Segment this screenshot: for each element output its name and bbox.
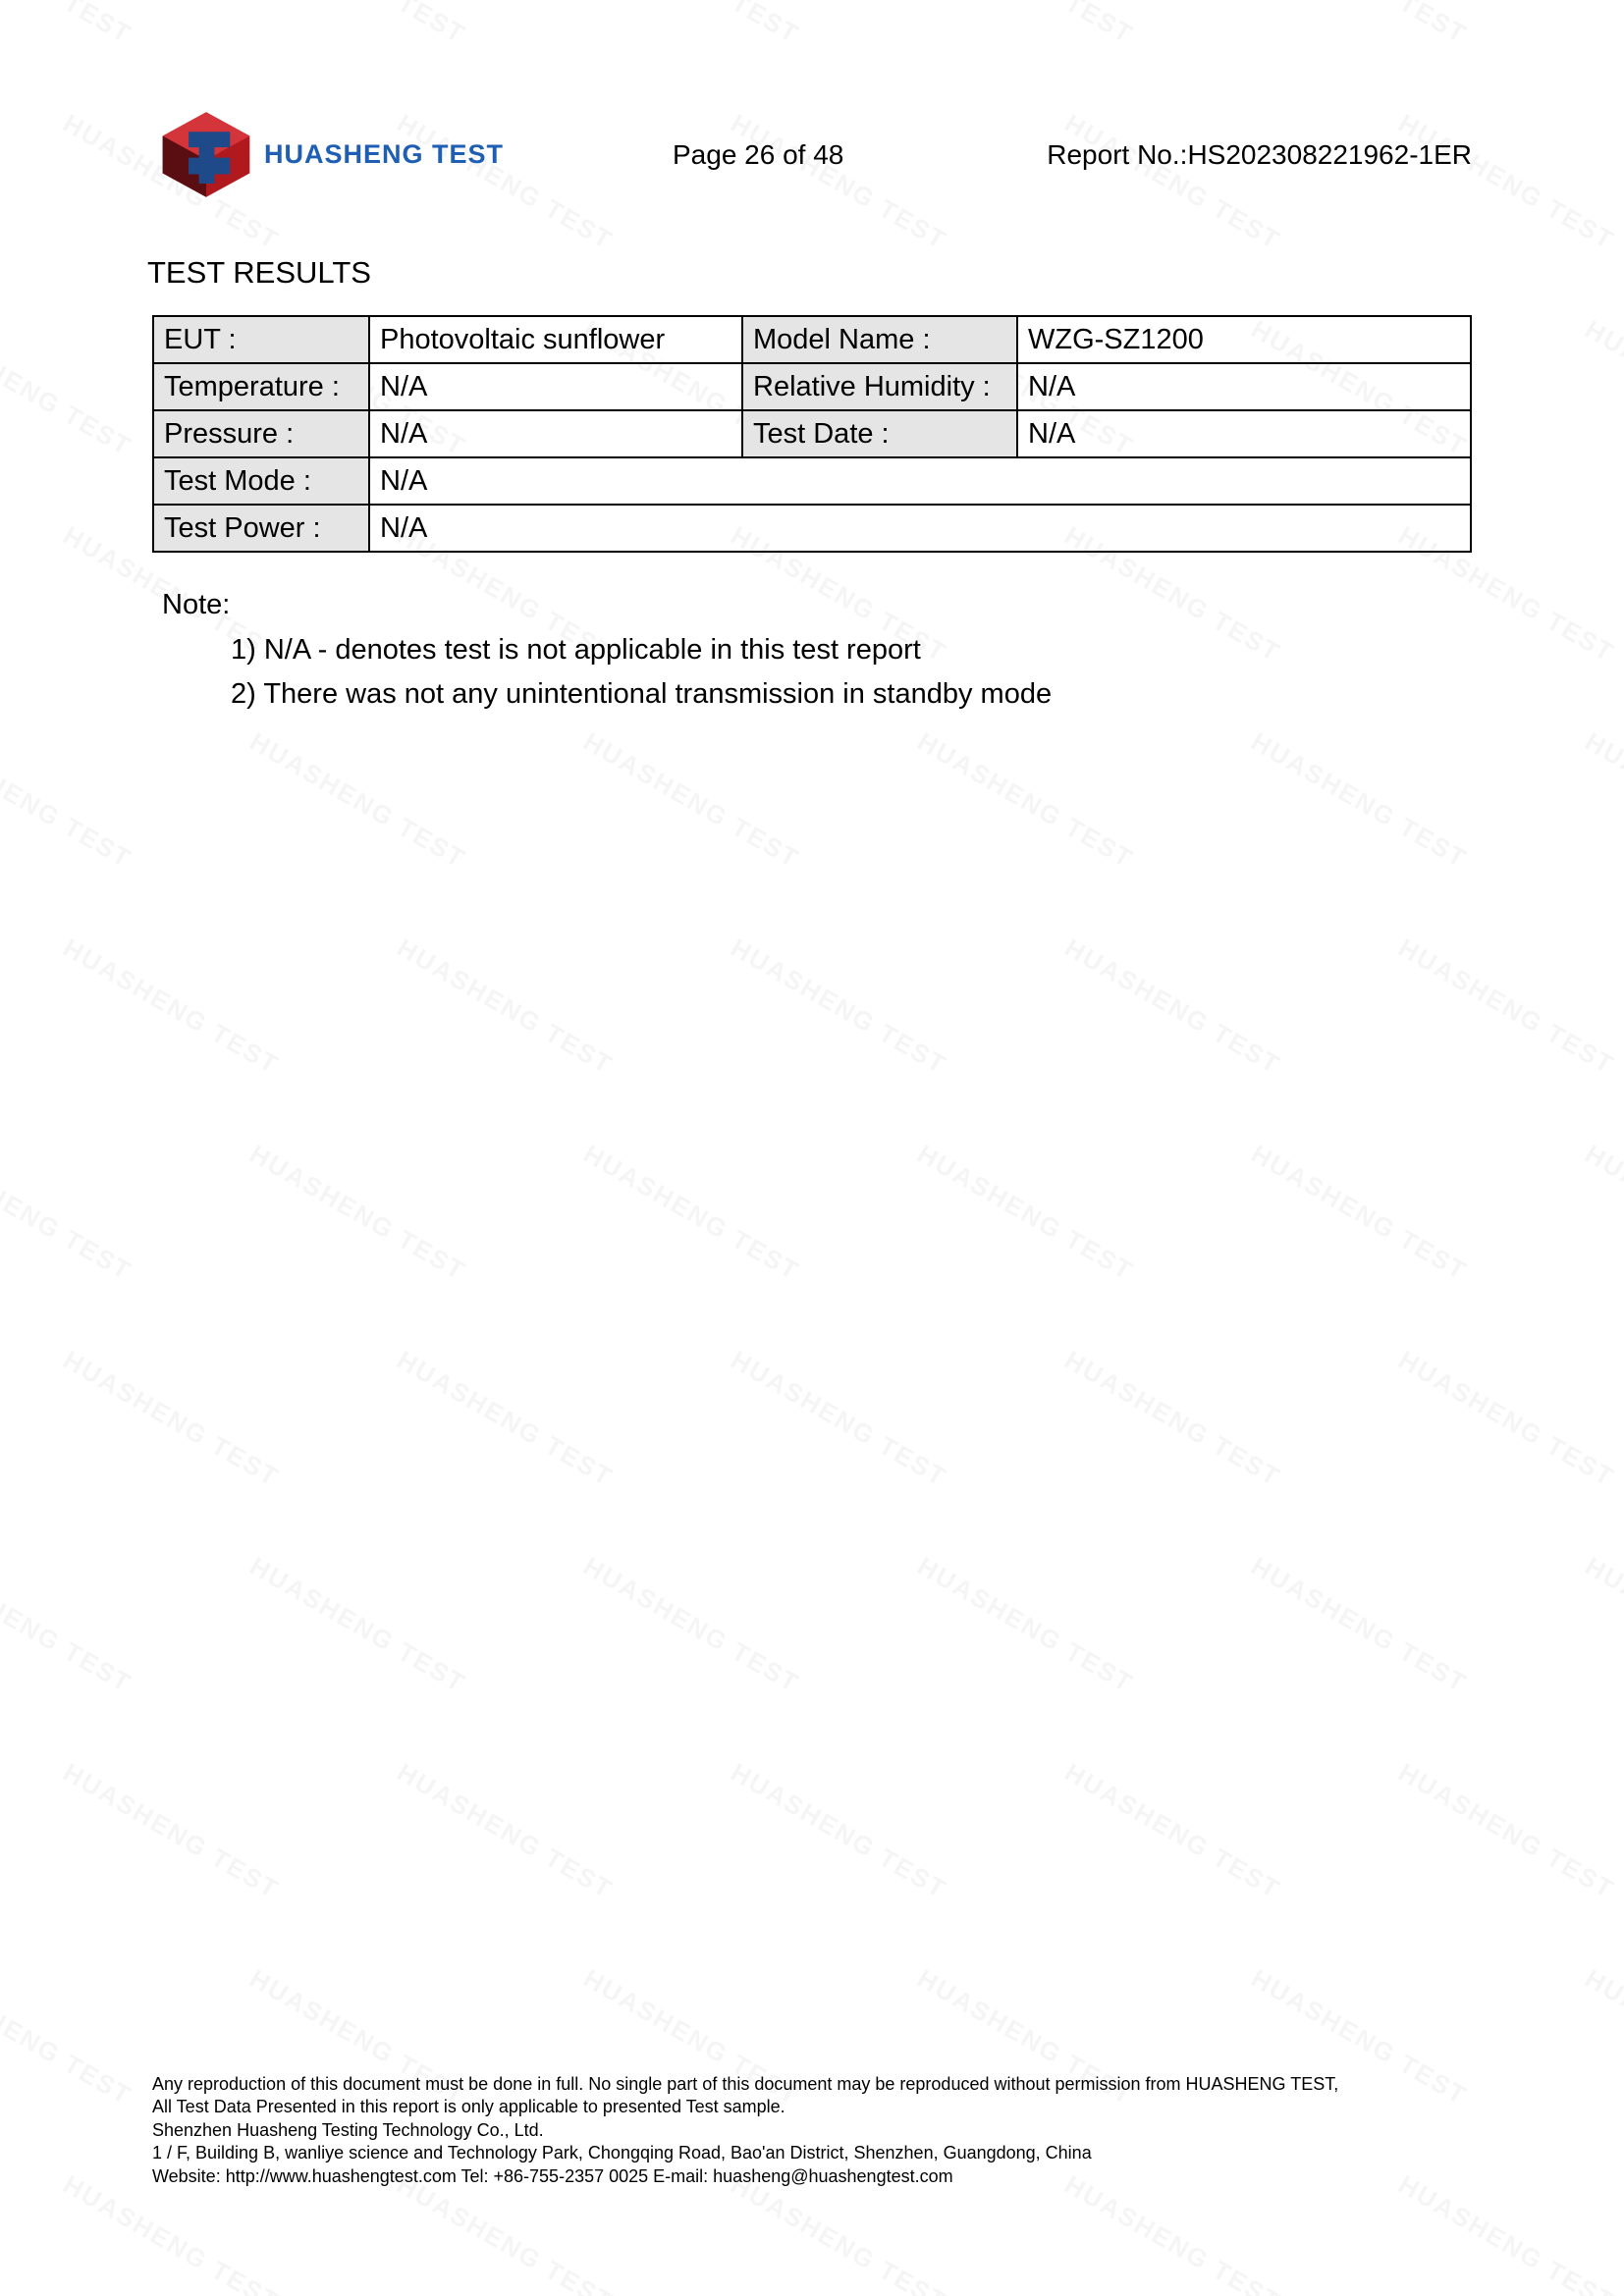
footer-line: All Test Data Presented in this report i… [152, 2096, 1472, 2118]
table-value: WZG-SZ1200 [1017, 316, 1471, 363]
section-title: TEST RESULTS [147, 255, 1472, 291]
table-row: Pressure :N/ATest Date :N/A [153, 410, 1471, 457]
table-label: Test Date : [742, 410, 1017, 457]
table-label: EUT : [153, 316, 369, 363]
page-number: Page 26 of 48 [673, 139, 843, 171]
note-item: 2) There was not any unintentional trans… [231, 673, 1472, 717]
table-label: Temperature : [153, 363, 369, 410]
table-label: Model Name : [742, 316, 1017, 363]
table-label: Relative Humidity : [742, 363, 1017, 410]
footer-line: 1 / F, Building B, wanliye science and T… [152, 2142, 1472, 2164]
report-number: Report No.:HS202308221962-1ER [1047, 139, 1472, 171]
table-label: Pressure : [153, 410, 369, 457]
table-value: N/A [1017, 410, 1471, 457]
footer-line: Any reproduction of this document must b… [152, 2073, 1472, 2096]
table-label: Test Power : [153, 505, 369, 552]
table-row: Test Power :N/A [153, 505, 1471, 552]
table-row: EUT :Photovoltaic sunflowerModel Name :W… [153, 316, 1471, 363]
results-table: EUT :Photovoltaic sunflowerModel Name :W… [152, 315, 1472, 553]
note-item: 1) N/A - denotes test is not applicable … [231, 629, 1472, 672]
table-value: N/A [369, 457, 1471, 505]
table-row: Test Mode :N/A [153, 457, 1471, 505]
footer-line: Website: http://www.huashengtest.com Tel… [152, 2165, 1472, 2188]
header: HUASHENG TEST Page 26 of 48 Report No.:H… [152, 108, 1472, 201]
notes-block: Note: 1) N/A - denotes test is not appli… [152, 584, 1472, 717]
logo-block: HUASHENG TEST [152, 108, 565, 201]
notes-label: Note: [162, 584, 1472, 627]
table-value: N/A [369, 363, 742, 410]
company-name: HUASHENG TEST [264, 139, 504, 170]
table-label: Test Mode : [153, 457, 369, 505]
footer: Any reproduction of this document must b… [152, 2073, 1472, 2188]
logo-icon [152, 108, 260, 201]
footer-line: Shenzhen Huasheng Testing Technology Co.… [152, 2119, 1472, 2142]
table-value: N/A [1017, 363, 1471, 410]
table-value: N/A [369, 505, 1471, 552]
table-value: N/A [369, 410, 742, 457]
table-row: Temperature :N/ARelative Humidity :N/A [153, 363, 1471, 410]
table-value: Photovoltaic sunflower [369, 316, 742, 363]
